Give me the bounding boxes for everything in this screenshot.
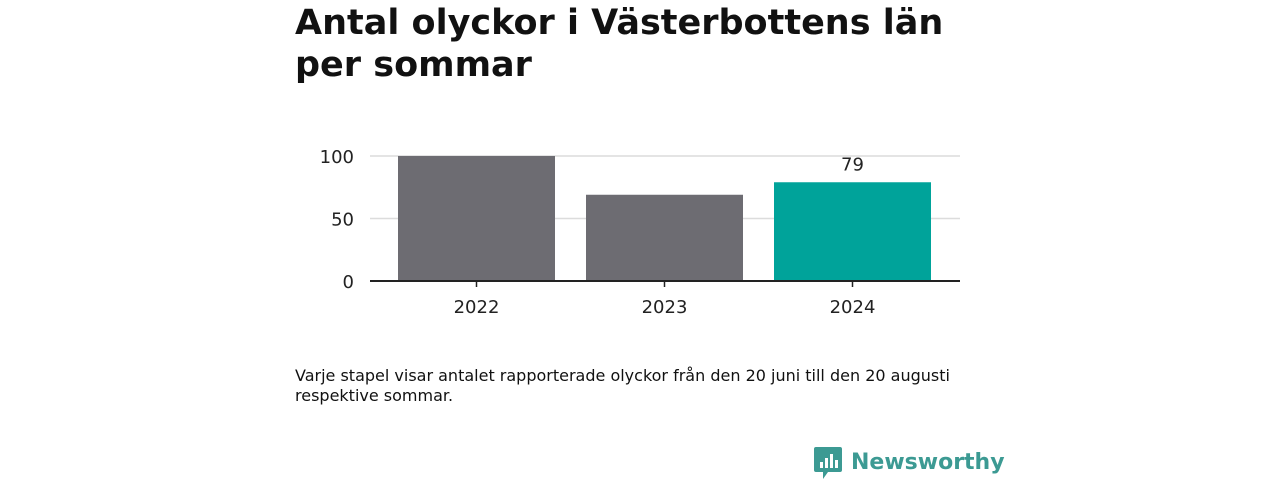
bar-2022	[398, 156, 555, 281]
data-labels: 79	[841, 154, 864, 175]
y-tick-label: 100	[320, 147, 354, 168]
brand-name: Newsworthy	[851, 450, 1005, 475]
newsworthy-logo-icon	[814, 447, 842, 479]
bars	[398, 156, 931, 281]
data-label: 79	[841, 154, 864, 175]
y-axis: 0 50 100	[320, 147, 354, 293]
x-tick-label: 2024	[830, 297, 876, 318]
chart-caption: Varje stapel visar antalet rapporterade …	[295, 366, 950, 405]
bar-2024	[774, 182, 931, 281]
y-tick-label: 50	[331, 210, 354, 231]
x-axis: 2022 2023 2024	[454, 281, 876, 318]
x-tick-label: 2023	[642, 297, 688, 318]
y-tick-label: 0	[343, 272, 354, 293]
bar-2023	[586, 194, 743, 281]
x-tick-label: 2022	[454, 297, 500, 318]
newsworthy-brand: Newsworthy	[813, 446, 1005, 480]
chart-title: Antal olyckor i Västerbottens län per so…	[295, 3, 944, 85]
